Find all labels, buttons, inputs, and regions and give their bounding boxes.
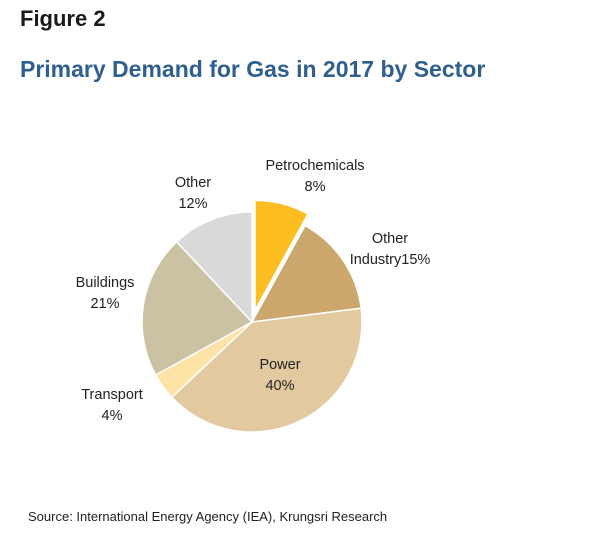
chart-title: Primary Demand for Gas in 2017 by Sector [20,56,486,82]
pie-slice-other-industry [250,224,362,323]
slice-label-other-industry: Other [372,231,408,247]
pie-slice-petrochemicals [254,199,309,311]
source-note: Source: International Energy Agency (IEA… [28,509,388,524]
pie-slice-other [175,211,253,324]
pie-slice-buildings [141,240,254,377]
slice-label-power: Power [259,357,300,373]
figure-label: Figure 2 [20,6,106,31]
slice-value-power: 40% [265,378,294,394]
slice-label-petrochemicals: Petrochemicals [265,158,364,174]
slice-label-transport: Transport [81,387,143,403]
slice-label-other: Other [175,175,211,191]
slice-value-other-industry: Industry15% [350,252,431,268]
slice-value-buildings: 21% [90,296,119,312]
slice-value-other: 12% [178,196,207,212]
slice-value-petrochemicals: 8% [305,179,326,195]
pie-slice-power [170,307,363,433]
slice-label-buildings: Buildings [76,275,135,291]
slice-value-transport: 4% [102,408,123,424]
